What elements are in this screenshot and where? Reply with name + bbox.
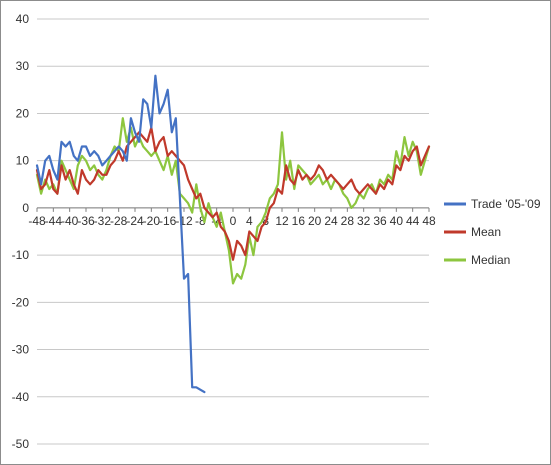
y-tick-label: 10 [16, 154, 30, 168]
x-tick-label: 40 [390, 214, 404, 228]
x-tick-label: -36 [77, 214, 95, 228]
x-tick-label: 24 [324, 214, 338, 228]
x-tick-label: 36 [373, 214, 387, 228]
x-tick-label: 4 [246, 214, 253, 228]
series-line-median [35, 117, 431, 285]
x-tick-label: -12 [175, 214, 193, 228]
y-tick-label: 0 [22, 201, 29, 215]
legend-label-mean: Mean [471, 225, 501, 239]
x-tick-label: -24 [126, 214, 144, 228]
y-tick-label: -30 [12, 343, 30, 357]
y-tick-label: -50 [12, 437, 30, 451]
x-tick-label: -8 [195, 214, 206, 228]
y-axis-tick-labels: 40 30 20 10 0 -10 -20 -30 -40 -50 [12, 12, 30, 451]
y-tick-label: 30 [16, 59, 30, 73]
x-tick-label: -48 [28, 214, 46, 228]
series-lines [35, 74, 431, 394]
series-line-mean [35, 126, 431, 261]
y-tick-label: 40 [16, 12, 30, 26]
x-tick-label: 20 [308, 214, 322, 228]
y-tick-label: -40 [12, 390, 30, 404]
legend-label-trade-05-09: Trade '05-'09 [471, 197, 541, 211]
x-tick-label: -32 [94, 214, 112, 228]
x-tick-label: 28 [341, 214, 355, 228]
x-axis-tick-labels: -48-44-40-36-32-28-24-20-16-12 -8 -4 0 4 8 12 1… [28, 214, 436, 228]
x-tick-label: -16 [159, 214, 177, 228]
x-axis [36, 207, 430, 212]
x-tick-label: -28 [110, 214, 128, 228]
legend-label-median: Median [471, 253, 510, 267]
y-tick-label: -20 [12, 295, 30, 309]
x-tick-label: 16 [292, 214, 306, 228]
x-tick-label: -40 [61, 214, 79, 228]
series-line-trade-05-09 [35, 74, 206, 394]
x-tick-label: 48 [422, 214, 436, 228]
x-tick-label: -44 [45, 214, 63, 228]
x-tick-label: 0 [230, 214, 237, 228]
gridlines [37, 18, 429, 445]
x-tick-label: 44 [406, 214, 420, 228]
y-tick-label: 20 [16, 106, 30, 120]
y-tick-label: -10 [12, 248, 30, 262]
x-tick-label: -20 [143, 214, 161, 228]
x-tick-label: 32 [357, 214, 371, 228]
x-tick-label: 12 [275, 214, 289, 228]
legend: Trade '05-'09 Mean Median [444, 197, 541, 267]
x-tick-label: -4 [211, 214, 222, 228]
